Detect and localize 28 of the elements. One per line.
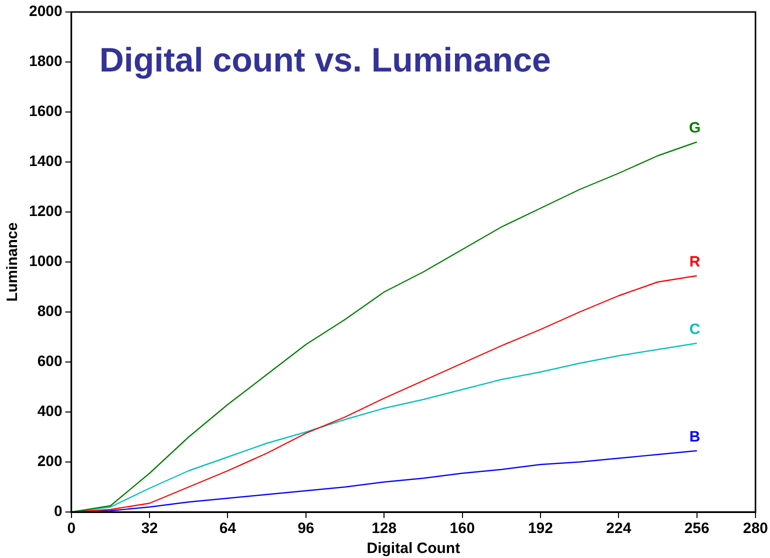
y-tick-label: 400 (37, 403, 62, 420)
y-axis-title: Luminance (4, 222, 22, 302)
x-tick-label: 64 (219, 520, 237, 538)
y-tick-label: 1400 (28, 153, 62, 170)
x-tick-label: 256 (684, 520, 710, 538)
x-tick-label: 128 (372, 520, 397, 538)
x-tick-label: 160 (450, 520, 475, 538)
y-tick-label: 200 (37, 453, 62, 470)
series-label: B (689, 428, 700, 446)
x-tick-label: 280 (742, 520, 768, 538)
series-label: R (689, 253, 700, 270)
y-tick-label: 0 (54, 503, 62, 520)
y-tick-label: 600 (37, 353, 62, 370)
x-tick-label: 32 (141, 520, 158, 538)
series-label: C (689, 320, 700, 338)
text: Digital count vs. Luminance (99, 41, 551, 80)
y-tick-label: 1000 (28, 253, 62, 270)
y-tick-label: 2000 (28, 3, 62, 20)
x-tick-label: 192 (528, 520, 553, 538)
x-tick-label: 224 (606, 520, 632, 538)
x-axis-title: Digital Count (366, 540, 460, 558)
x-tick-label: 0 (67, 520, 76, 538)
y-tick-label: 1800 (28, 53, 62, 70)
x-tick-label: 96 (298, 520, 314, 538)
y-tick-label: 1600 (28, 103, 62, 120)
y-tick-label: 800 (37, 303, 62, 320)
series-label: G (689, 120, 701, 137)
y-tick-label: 1200 (28, 203, 62, 220)
